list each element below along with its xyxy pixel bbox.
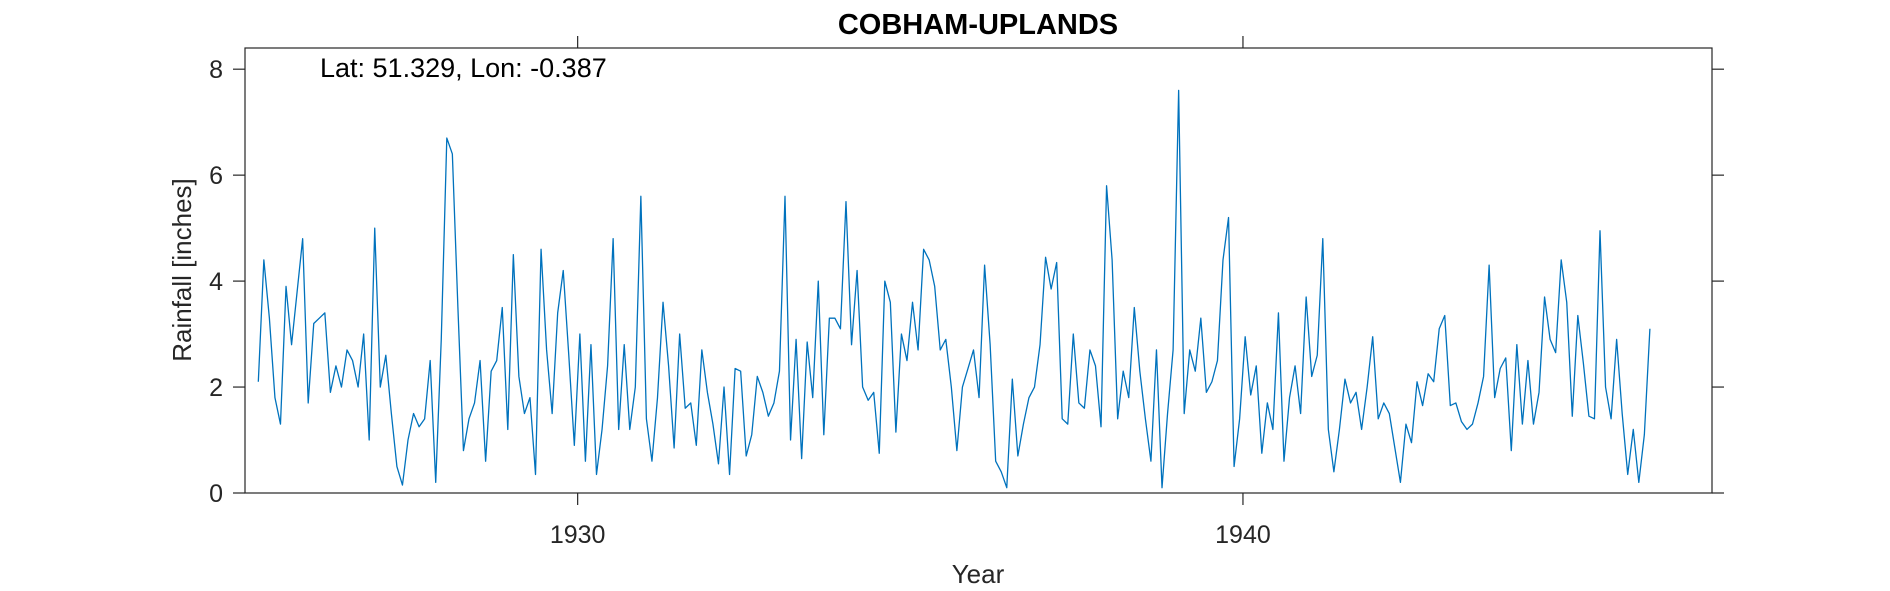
y-tick-label: 2 (209, 374, 223, 402)
y-tick-label: 6 (209, 162, 223, 190)
x-tick-label: 1930 (550, 521, 606, 549)
axis-tick-labels: 0 2 4 6 8 1930 1940 (209, 56, 1271, 549)
plot-area-box (244, 47, 1713, 494)
y-tick-label: 8 (209, 56, 223, 84)
series-layer (257, 89, 1651, 489)
y-axis-label: Rainfall [inches] (167, 178, 197, 362)
x-axis-label: Year (952, 559, 1005, 589)
x-tick-label: 1940 (1215, 521, 1271, 549)
location-annotation: Lat: 51.329, Lon: -0.387 (320, 53, 607, 83)
chart-title: COBHAM-UPLANDS (838, 9, 1118, 41)
axis-ticks (233, 36, 1724, 505)
y-tick-label: 0 (209, 480, 223, 508)
y-tick-label: 4 (209, 268, 223, 296)
rainfall-series-line (257, 89, 1651, 489)
plot-area-background (245, 48, 1712, 493)
